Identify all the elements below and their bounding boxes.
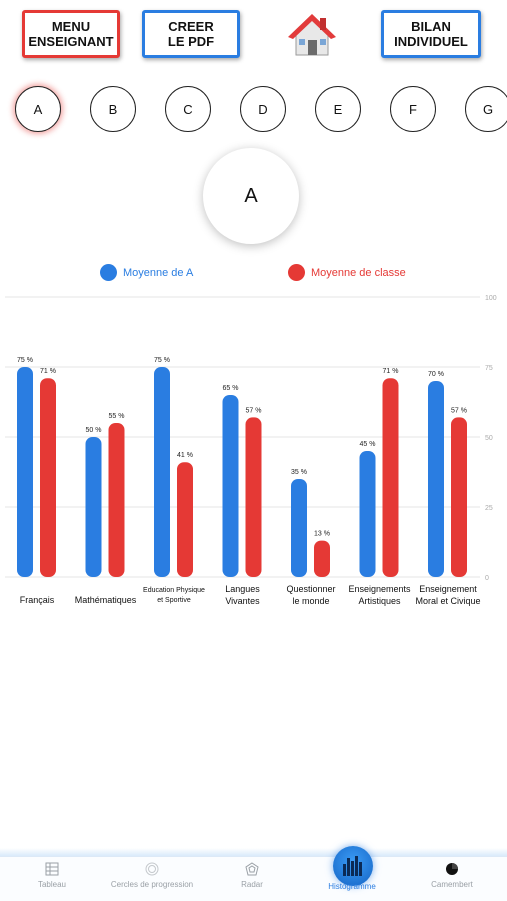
bar-value-label: 35 % xyxy=(291,469,307,476)
tab-camembert[interactable]: Camembert xyxy=(397,862,507,889)
y-tick-label: 50 xyxy=(485,435,493,442)
bar-student xyxy=(17,367,33,577)
pie-chart-icon xyxy=(446,863,458,875)
bar-value-label: 50 % xyxy=(86,427,102,434)
y-tick-label: 100 xyxy=(485,295,497,302)
student-button-g[interactable]: G xyxy=(465,86,507,132)
tab-cercles[interactable]: Cercles de progression xyxy=(97,862,207,889)
bar-value-label: 75 % xyxy=(17,357,33,364)
tab-label: Radar xyxy=(241,880,263,889)
bar-class xyxy=(108,423,125,577)
x-tick-label: Enseignements Artistiques xyxy=(348,584,411,606)
bar-class xyxy=(314,540,330,577)
bar-value-label: 57 % xyxy=(451,407,467,414)
x-tick-label: Français xyxy=(20,595,55,605)
menu-enseignant-button[interactable]: MENU ENSEIGNANT xyxy=(22,10,120,58)
bar-class xyxy=(451,417,467,577)
x-tick-label: Education Physique et Sportive xyxy=(143,587,205,604)
bar-student xyxy=(222,395,239,577)
x-tick-label: Enseignement Moral et Civique xyxy=(415,584,480,606)
legend-class-label: Moyenne de classe xyxy=(311,266,406,279)
student-button-f[interactable]: F xyxy=(390,86,436,132)
bar-value-label: 45 % xyxy=(360,441,376,448)
home-icon[interactable] xyxy=(287,12,337,58)
student-button-a[interactable]: A xyxy=(15,86,61,132)
tabbar-glow xyxy=(0,848,507,858)
student-button-c[interactable]: C xyxy=(165,86,211,132)
y-tick-label: 75 xyxy=(485,365,493,372)
student-button-b[interactable]: B xyxy=(90,86,136,132)
create-pdf-button[interactable]: CREER LE PDF xyxy=(142,10,240,58)
bar-value-label: 71 % xyxy=(40,368,56,375)
tab-label: Histogramme xyxy=(328,882,376,891)
bar-value-label: 75 % xyxy=(154,357,170,364)
bar-class xyxy=(382,378,399,577)
radar-icon xyxy=(245,862,259,876)
y-tick-label: 0 xyxy=(485,575,489,582)
x-tick-label: Langues Vivantes xyxy=(225,584,260,606)
bilan-individuel-button[interactable]: BILAN INDIVIDUEL xyxy=(381,10,481,58)
tab-histogramme[interactable]: Histogramme xyxy=(297,882,407,891)
bar-student xyxy=(154,367,170,577)
legend-student-dot xyxy=(100,264,117,281)
tab-label: Tableau xyxy=(37,880,67,889)
legend-student: Moyenne de A xyxy=(100,264,193,281)
bar-value-label: 65 % xyxy=(223,385,239,392)
legend-student-label: Moyenne de A xyxy=(123,266,194,279)
histogram-chart: 0 25 50 75 100 75 % 71 % Français 50 % 55 % Mathém… xyxy=(5,295,497,606)
bar-class xyxy=(177,462,193,577)
legend-class-dot xyxy=(288,264,305,281)
bar-student xyxy=(291,479,307,577)
tab-label: Cercles de progression xyxy=(110,880,194,889)
student-button-d[interactable]: D xyxy=(240,86,286,132)
selected-student-badge: A xyxy=(203,148,299,244)
bar-student xyxy=(428,381,444,577)
histogram-tab-bubble xyxy=(333,846,373,886)
tab-radar[interactable]: Radar xyxy=(197,862,307,889)
y-tick-label: 25 xyxy=(485,505,493,512)
bar-student xyxy=(359,451,376,577)
legend-class: Moyenne de classe xyxy=(288,264,406,281)
bar-value-label: 71 % xyxy=(383,368,399,375)
bar-class xyxy=(245,417,262,577)
progress-circles-icon xyxy=(145,862,159,876)
bar-value-label: 55 % xyxy=(109,413,125,420)
student-button-e[interactable]: E xyxy=(315,86,361,132)
histogram-icon xyxy=(343,856,362,876)
tab-tableau[interactable]: Tableau xyxy=(0,862,107,889)
table-icon xyxy=(45,862,59,876)
bar-value-label: 70 % xyxy=(428,371,444,378)
x-tick-label: Questionner le monde xyxy=(286,584,335,606)
tab-label: Camembert xyxy=(431,880,473,889)
bar-class xyxy=(40,378,56,577)
bar-value-label: 41 % xyxy=(177,452,193,459)
bar-student xyxy=(85,437,102,577)
bar-value-label: 57 % xyxy=(246,407,262,414)
bar-value-label: 13 % xyxy=(314,531,330,538)
x-tick-label: Mathématiques xyxy=(75,595,137,605)
